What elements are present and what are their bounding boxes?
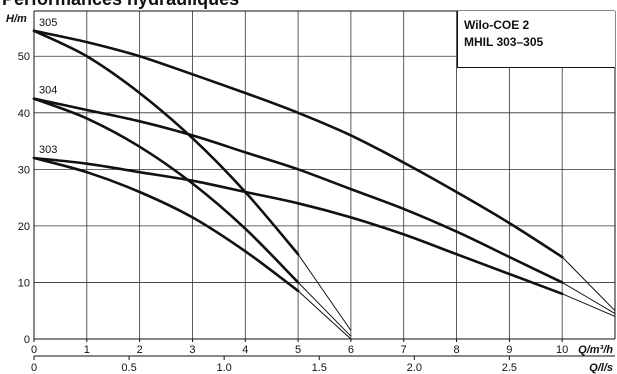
curves — [32, 29, 616, 340]
y-tick-label: 0 — [24, 334, 30, 346]
x-tick-label-m3h: 9 — [506, 344, 512, 356]
x-tick-label-m3h: 5 — [295, 344, 301, 356]
x-tick-label-m3h: 1 — [84, 344, 90, 356]
x-tick-label-ls: 1.5 — [312, 362, 327, 374]
y-tick-label: 10 — [18, 277, 30, 289]
chart-title: Performances hydrauliques — [2, 0, 239, 10]
legend-pump-model: Wilo-COE 2 — [464, 18, 530, 32]
limit-line-304 — [297, 282, 352, 337]
x-tick-label-m3h: 6 — [348, 344, 354, 356]
limit-line-303 — [562, 293, 616, 317]
series-label-304: 304 — [39, 85, 57, 97]
legend-pump-range: MHIL 303–305 — [464, 35, 544, 49]
y-axis-title: H/m — [6, 13, 27, 25]
curve-304-min — [32, 97, 300, 284]
y-tick-label: 30 — [18, 164, 30, 176]
x-tick-label-m3h: 10 — [556, 344, 568, 356]
x-tick-label-m3h: 2 — [137, 344, 143, 356]
x-tick-label-m3h: 4 — [242, 344, 248, 356]
limit-line-305 — [561, 256, 616, 312]
legend-box: Wilo-COE 2 MHIL 303–305 — [457, 11, 615, 68]
curve-305-max — [32, 29, 564, 259]
curve-303-min — [32, 156, 300, 293]
x-tick-label-ls: 2.5 — [502, 362, 517, 374]
x-tick-label-m3h: 8 — [453, 344, 459, 356]
x-tick-label-ls: 0.5 — [121, 362, 136, 374]
y-tick-label: 20 — [18, 221, 30, 233]
x-tick-label-m3h: 0 — [31, 344, 37, 356]
y-tick-label: 40 — [18, 108, 30, 120]
limit-line-304 — [561, 281, 616, 315]
series-label-305: 305 — [39, 17, 57, 29]
series-label-303: 303 — [39, 144, 57, 156]
curve-303-max — [32, 156, 564, 296]
x-tick-label-m3h: 7 — [401, 344, 407, 356]
limit-line-305 — [297, 253, 352, 331]
curve-304-max — [32, 97, 564, 284]
x-axis-title-ls: Q/l/s — [589, 362, 613, 374]
x-axis-title-m3h: Q/m³/h — [578, 344, 613, 356]
curve-305-min — [32, 29, 300, 256]
y-tick-label: 50 — [18, 51, 30, 63]
x-tick-label-ls: 2.0 — [407, 362, 422, 374]
x-tick-label-m3h: 3 — [189, 344, 195, 356]
limit-line-303 — [297, 290, 352, 340]
x-tick-label-ls: 1.0 — [216, 362, 231, 374]
labels: 305 304 303 0 10 20 30 40 50 H/m 0 1 2 3 4 5 6 7 8 9 10 Q/m³/… — [6, 13, 613, 374]
x-tick-label-ls: 0 — [31, 362, 37, 374]
